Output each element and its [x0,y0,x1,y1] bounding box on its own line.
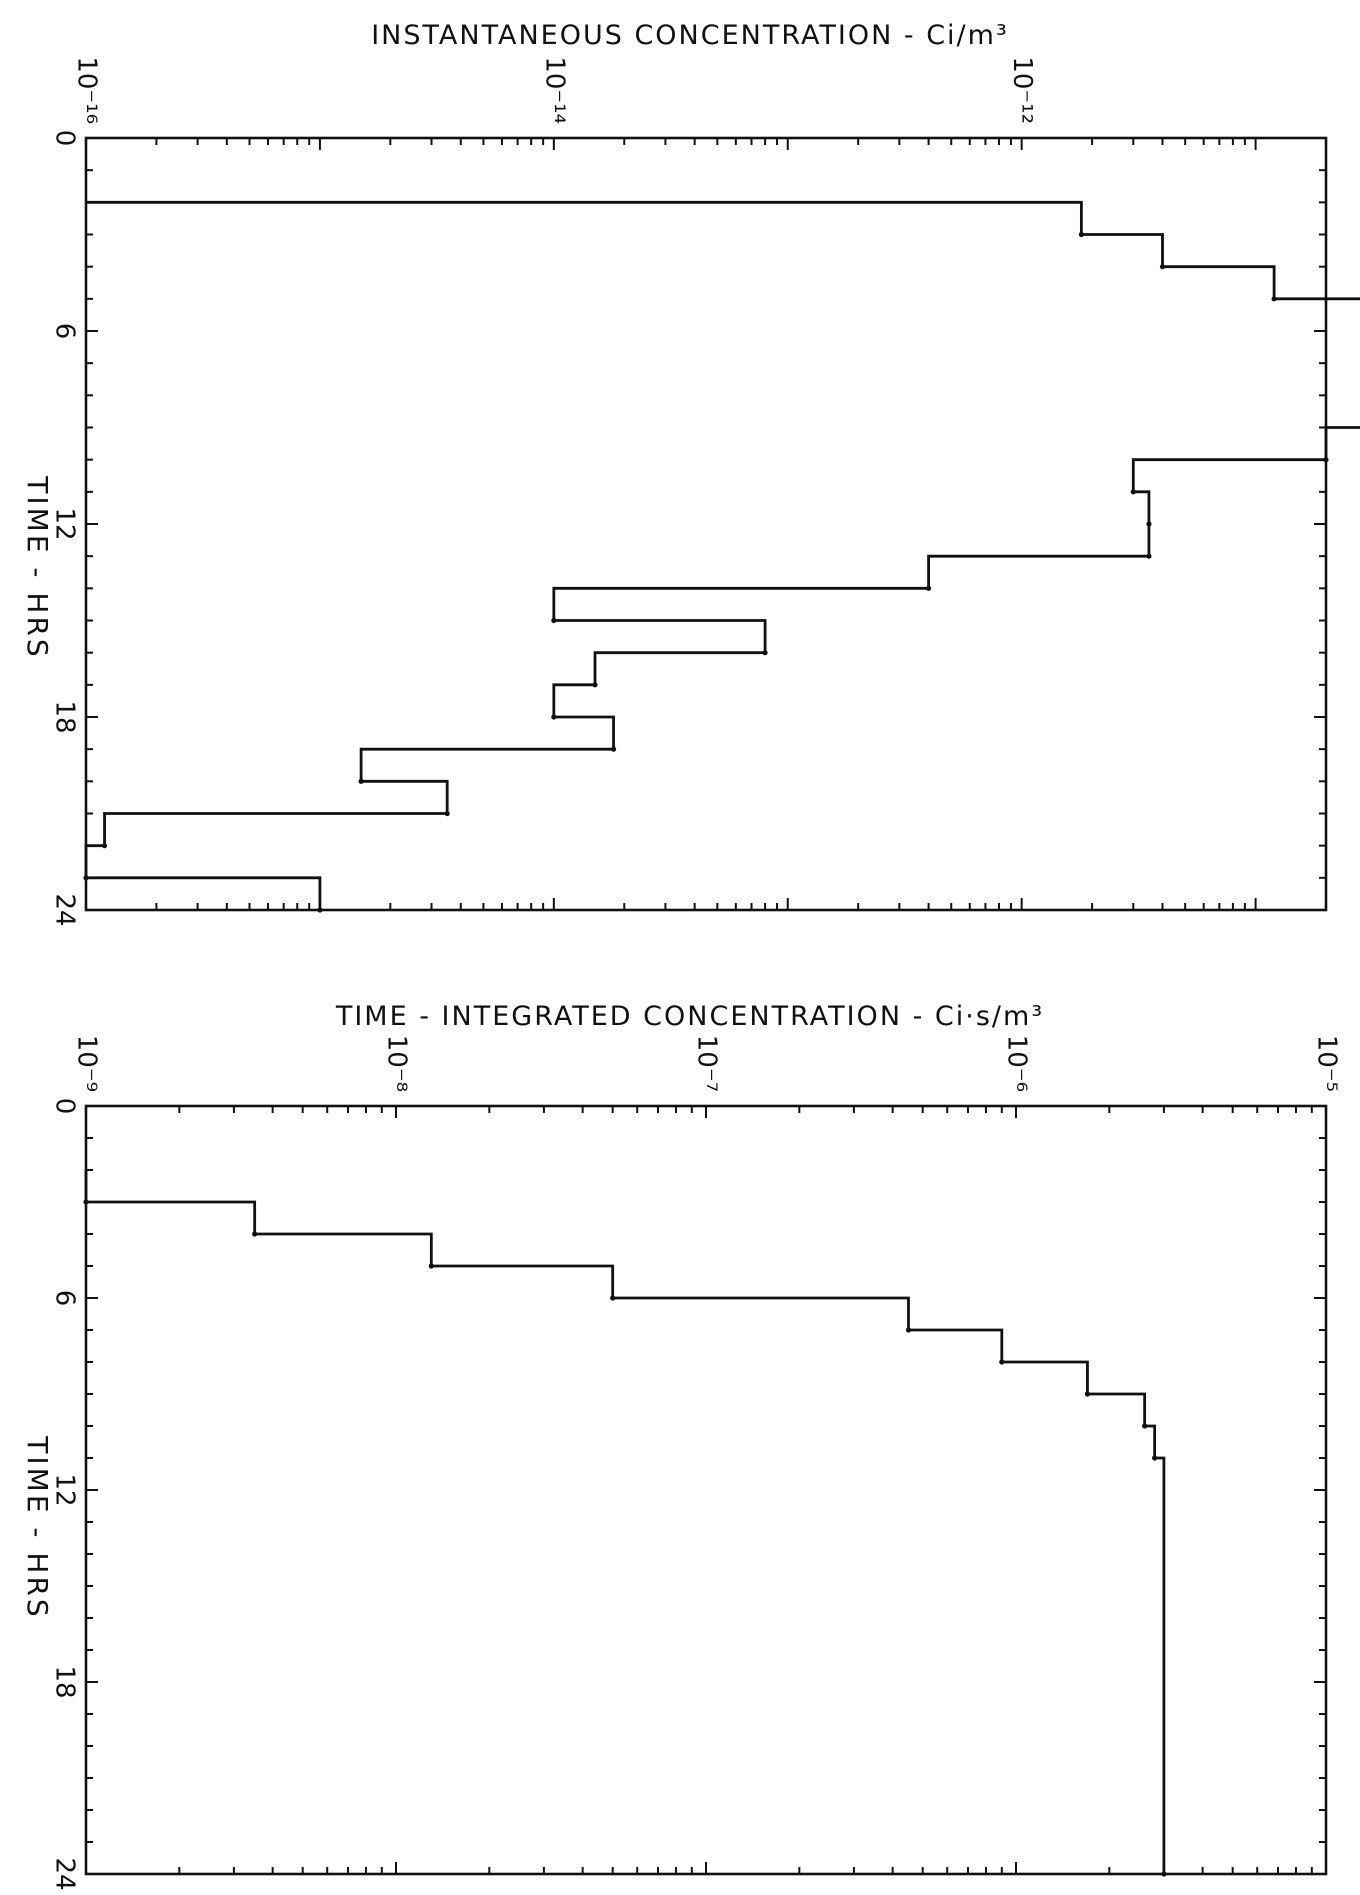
x-tick-label-integrated: 10⁻⁸ [382,1035,412,1092]
t-tick-label-integrated: 24 [50,1857,80,1890]
x-tick-label-instantaneous: 10⁻¹⁶ [72,56,102,124]
t-tick-label-integrated: 12 [50,1473,80,1506]
x-tick-label-instantaneous: 10⁻¹⁴ [539,56,569,124]
x-tick-label-integrated: 10⁻⁵ [1312,1035,1342,1092]
x-tick-label-integrated: 10⁻⁹ [72,1035,102,1092]
t-tick-label-instantaneous: 0 [50,130,80,147]
t-tick-label-instantaneous: 24 [50,893,80,926]
x-tick-label-instantaneous: 10⁻¹² [1007,56,1037,124]
series-line-instantaneous [84,200,1360,910]
t-tick-label-integrated: 0 [50,1098,80,1115]
t-tick-label-integrated: 6 [50,1290,80,1307]
t-tick-label-instantaneous: 12 [50,507,80,540]
series-line-integrated [84,1170,1166,1874]
x-tick-label-integrated: 10⁻⁷ [692,1035,722,1092]
t-tick-label-integrated: 18 [50,1665,80,1698]
plot-frame-instantaneous [84,136,1328,912]
chart-title-instantaneous: INSTANTANEOUS CONCENTRATION - Ci/m³ [371,20,1009,51]
time-integrated-concentration-chart: TIME - INTEGRATED CONCENTRATION - Ci·s/m… [21,1001,1342,1891]
t-tick-label-instantaneous: 6 [50,323,80,340]
y-axis-label-integrated: TIME - HRS [21,1435,54,1619]
plot-frame-integrated [84,1104,1328,1876]
chart-title-integrated: TIME - INTEGRATED CONCENTRATION - Ci·s/m… [335,1001,1044,1032]
x-tick-label-integrated: 10⁻⁶ [1002,1035,1032,1092]
tick-group-integrated: 10⁻⁹ 10⁻⁸ 10⁻⁷ 10⁻⁶ 10⁻⁵ 0 6 12 18 24 [50,1035,1342,1891]
y-axis-label-instantaneous: TIME - HRS [21,475,54,659]
t-tick-label-instantaneous: 18 [50,700,80,733]
instantaneous-concentration-chart: INSTANTANEOUS CONCENTRATION - Ci/m³ TIME… [21,20,1360,927]
